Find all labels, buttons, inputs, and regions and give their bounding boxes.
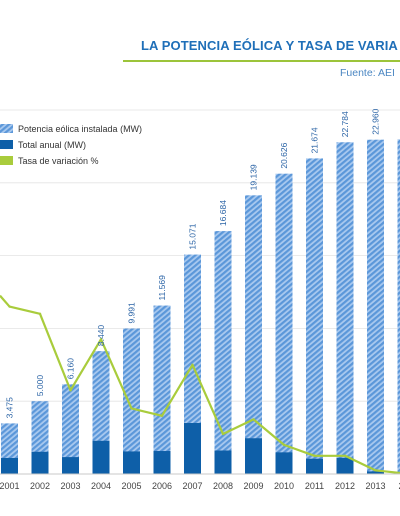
- accumulated-bar: [336, 142, 354, 474]
- rate-point: [160, 414, 164, 417]
- annual-bars: [1, 423, 400, 474]
- accumulated-bar: [62, 384, 79, 474]
- rate-point: [191, 363, 194, 366]
- legend-label: Total anual (MW): [18, 140, 86, 150]
- x-tick-label: 2004: [91, 481, 111, 491]
- bar-value-label: 19.139: [249, 164, 259, 190]
- annual-bar: [245, 438, 262, 474]
- bar-value-label: 16.684: [218, 200, 228, 226]
- x-tick-label: 2008: [213, 481, 233, 491]
- x-tick-label: 2010: [274, 481, 294, 491]
- accumulated-bar: [214, 231, 232, 474]
- annual-bar: [184, 423, 201, 474]
- rate-point: [38, 312, 42, 316]
- chart-title: LA POTENCIA EÓLICA Y TASA DE VARIA: [141, 38, 398, 53]
- bar-value-label: 5.000: [35, 375, 45, 397]
- rate-point: [130, 407, 133, 410]
- legend-label: Potencia eólica instalada (MW): [18, 124, 142, 134]
- title-underline: [123, 60, 400, 62]
- annual-bar: [153, 451, 171, 474]
- x-tick-label: 2011: [305, 481, 324, 491]
- x-tick-labels: 2001 2002 2003 2004 2005 2006 2007 2008 2009 2010…: [0, 481, 400, 491]
- rate-line-series: [0, 294, 400, 475]
- bar-value-label: 20.626: [279, 142, 289, 168]
- annual-bar: [275, 452, 293, 474]
- bar-value-label: 21.674: [310, 127, 320, 153]
- legend-label: Tasa de variación %: [18, 156, 99, 166]
- rate-point: [313, 454, 316, 457]
- annual-bar: [123, 451, 140, 474]
- accumulated-bar: [123, 328, 140, 474]
- rate-point: [221, 432, 225, 436]
- rate-point: [8, 305, 11, 308]
- annual-bar: [1, 457, 18, 474]
- rate-point: [374, 469, 377, 472]
- x-tick-label: 2007: [182, 481, 202, 491]
- rate-point: [343, 454, 347, 457]
- bar-value-label: 11.569: [157, 275, 167, 301]
- rate-point: [69, 389, 72, 392]
- x-tick-label: 2002: [30, 481, 50, 491]
- annual-bar: [62, 457, 79, 474]
- x-tick-label: 2012: [335, 481, 355, 491]
- accumulated-bar: [306, 158, 323, 474]
- bar-value-label: 15.071: [188, 223, 198, 249]
- x-tick-label: 2006: [152, 481, 172, 491]
- rate-point: [282, 443, 286, 447]
- x-tick-label: 2003: [60, 481, 80, 491]
- accumulated-bar: [275, 173, 293, 475]
- bar-value-label: 9.991: [127, 302, 137, 324]
- x-tick-label: 2013: [365, 481, 385, 491]
- value-labels: 3.475 5.000 6.160 8.440 9.991 11.569 15.071 16.…: [5, 108, 381, 419]
- x-tick-label: 201: [398, 481, 400, 491]
- accumulated-bar: [245, 195, 262, 474]
- accumulated-bars: [1, 139, 400, 475]
- bar-value-label: 22.784: [340, 111, 350, 137]
- annual-bar: [214, 450, 232, 474]
- accumulated-bar: [367, 139, 384, 474]
- legend-swatch: [0, 124, 13, 133]
- x-tick-label: 2005: [121, 481, 141, 491]
- bar-value-label: 22.960: [371, 108, 381, 134]
- x-tick-label: 2009: [243, 481, 263, 491]
- accumulated-bar: [397, 139, 400, 474]
- bar-value-label: 6.160: [66, 358, 76, 380]
- annual-bar: [92, 440, 110, 474]
- annual-bar: [336, 457, 354, 474]
- bar-value-label: 3.475: [5, 397, 15, 419]
- rate-point: [252, 418, 255, 421]
- annual-bar: [367, 471, 384, 474]
- source-note: Fuente: AEI: [340, 67, 395, 79]
- legend-swatch: [0, 156, 13, 165]
- annual-bar: [31, 451, 49, 474]
- rate-point: [99, 338, 103, 341]
- legend-swatch: [0, 140, 13, 149]
- x-tick-label: 2001: [0, 481, 20, 491]
- legend: Potencia eólica instalada (MW) Total anua…: [0, 124, 142, 166]
- bar-value-label: 8.440: [96, 325, 106, 347]
- annual-bar: [306, 458, 323, 474]
- accumulated-bar: [153, 305, 171, 474]
